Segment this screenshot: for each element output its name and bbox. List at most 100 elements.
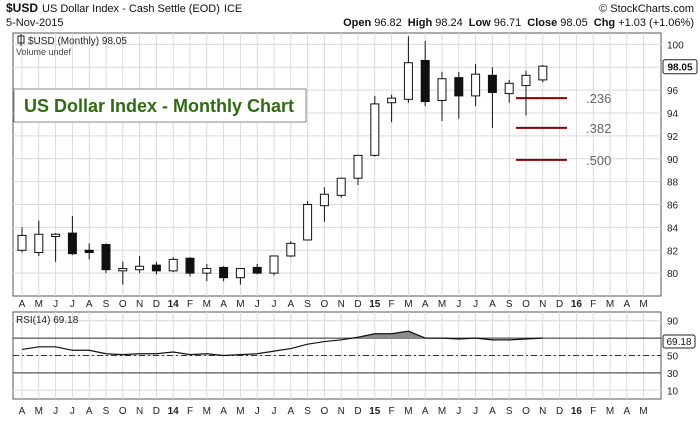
price-x-tick-label: 16 [571, 299, 583, 310]
price-y-tick-label: 90 [667, 155, 679, 166]
rsi-x-tick-label: S [304, 406, 311, 417]
candle-body [269, 255, 279, 274]
price-y-tick-label: 80 [667, 269, 679, 280]
fib-label: .236 [586, 91, 611, 106]
price-x-tick-label: N [539, 299, 546, 310]
rsi-x-tick-label: M [35, 406, 43, 417]
rsi-y-tick-label: 90 [667, 317, 679, 328]
price-y-tick-label: 88 [667, 178, 679, 189]
rsi-x-tick-label: D [354, 406, 361, 417]
instrument-name: US Dollar Index - Cash Settle (EOD) [42, 3, 220, 15]
price-x-tick-label: F [590, 299, 596, 310]
rsi-x-tick-label: A [287, 406, 294, 417]
price-y-tick-label: 100 [667, 40, 684, 51]
high-value: 98.24 [435, 17, 463, 29]
rsi-x-tick-label: J [473, 406, 478, 417]
rsi-x-tick-label: J [456, 406, 461, 417]
rsi-x-tick-label: J [53, 406, 58, 417]
candle-body [51, 233, 61, 238]
price-x-axis: A M J J A S O N D 14 F M A M J J A S O N D 15 F M A M J J A S O N D 16 F M A… [19, 299, 648, 310]
ohlc-summary: Open 96.82 High 98.24 Low 96.71 Close 98.05 Chg +… [343, 17, 694, 29]
price-x-tick-label: A [287, 299, 294, 310]
price-panel-frame [12, 32, 662, 297]
candle-body [34, 233, 44, 254]
candle-body [252, 266, 262, 274]
candle-body [487, 74, 497, 93]
rsi-x-tick-label: S [103, 406, 110, 417]
watermark: © StockCharts.com [599, 3, 694, 15]
price-x-tick-label: S [103, 299, 110, 310]
price-x-tick-label: J [53, 299, 58, 310]
chart-title: US Dollar Index - Monthly Chart [24, 96, 294, 116]
fib-retracement-lines: .236 .382 .500 [516, 91, 611, 168]
rsi-x-tick-label: A [220, 406, 227, 417]
price-x-tick-label: J [70, 299, 75, 310]
rsi-y-tick-label: 50 [667, 352, 679, 363]
price-y-tick-label: 82 [667, 246, 679, 257]
candle-body [370, 103, 380, 156]
rsi-x-tick-label: M [236, 406, 244, 417]
rsi-x-tick-label: O [321, 406, 329, 417]
rsi-y-tick-label: 10 [667, 386, 679, 397]
price-x-tick-label: S [304, 299, 311, 310]
fib-label: .500 [586, 153, 611, 168]
rsi-x-tick-label: S [506, 406, 513, 417]
rsi-plot [21, 330, 543, 357]
chg-label: Chg [594, 17, 615, 29]
price-y-tick-label: 94 [667, 109, 679, 120]
series-legend: $USD (Monthly) 98.05 Volume undef [16, 34, 127, 57]
candle-body [521, 74, 531, 87]
candle-body [353, 154, 363, 179]
rsi-x-tick-label: O [522, 406, 530, 417]
rsi-x-tick-label: 15 [369, 406, 381, 417]
volume-legend-label: Volume undef [16, 47, 72, 57]
rsi-x-tick-label: A [19, 406, 26, 417]
candle-body [135, 265, 145, 271]
rsi-x-tick-label: M [606, 406, 614, 417]
price-x-tick-label: F [187, 299, 193, 310]
candlesticks [17, 36, 548, 285]
price-x-tick-label: A [489, 299, 496, 310]
price-x-tick-label: M [236, 299, 244, 310]
price-x-tick-label: M [606, 299, 614, 310]
price-x-tick-label: J [255, 299, 260, 310]
rsi-x-tick-label: J [70, 406, 75, 417]
price-x-tick-label: D [354, 299, 361, 310]
last-price-badge-value: 98.05 [667, 63, 692, 74]
candle-body [67, 232, 77, 255]
rsi-last-badge: 69.18 [662, 334, 696, 349]
price-x-tick-label: D [153, 299, 160, 310]
price-x-tick-label: 15 [369, 299, 381, 310]
candle-body [420, 59, 430, 103]
rsi-x-tick-label: F [187, 406, 193, 417]
price-y-tick-label: 96 [667, 86, 679, 97]
series-legend-label: $USD (Monthly) 98.05 [28, 36, 127, 47]
candle-body [454, 77, 464, 97]
rsi-x-axis: A M J J A S O N D 14 F M A M J J A S O N D 15 F M A M J J A S O N D 16 F M A… [19, 406, 648, 417]
rsi-x-tick-label: A [86, 406, 93, 417]
rsi-x-tick-label: F [590, 406, 596, 417]
rsi-x-tick-label: O [119, 406, 127, 417]
rsi-x-tick-label: J [272, 406, 277, 417]
candle-body [437, 78, 447, 101]
price-y-axis: 80828486889092949698100 [667, 40, 684, 280]
candle-body [235, 268, 245, 279]
rsi-x-tick-label: J [255, 406, 260, 417]
open-label: Open [343, 17, 371, 29]
open-value: 96.82 [374, 17, 402, 29]
rsi-last-badge-box [662, 334, 696, 349]
rsi-x-tick-label: M [438, 406, 446, 417]
candle-body [387, 97, 397, 104]
rsi-x-tick-label: D [556, 406, 563, 417]
candle-body [168, 258, 178, 272]
price-x-tick-label: M [404, 299, 412, 310]
quote-date: 5-Nov-2015 [6, 17, 63, 29]
low-label: Low [469, 17, 491, 29]
price-x-tick-label: M [639, 299, 647, 310]
price-x-tick-label: N [136, 299, 143, 310]
price-x-tick-label: M [35, 299, 43, 310]
price-y-tick-label: 84 [667, 223, 679, 234]
rsi-y-axis: 1030507090 [667, 317, 679, 398]
